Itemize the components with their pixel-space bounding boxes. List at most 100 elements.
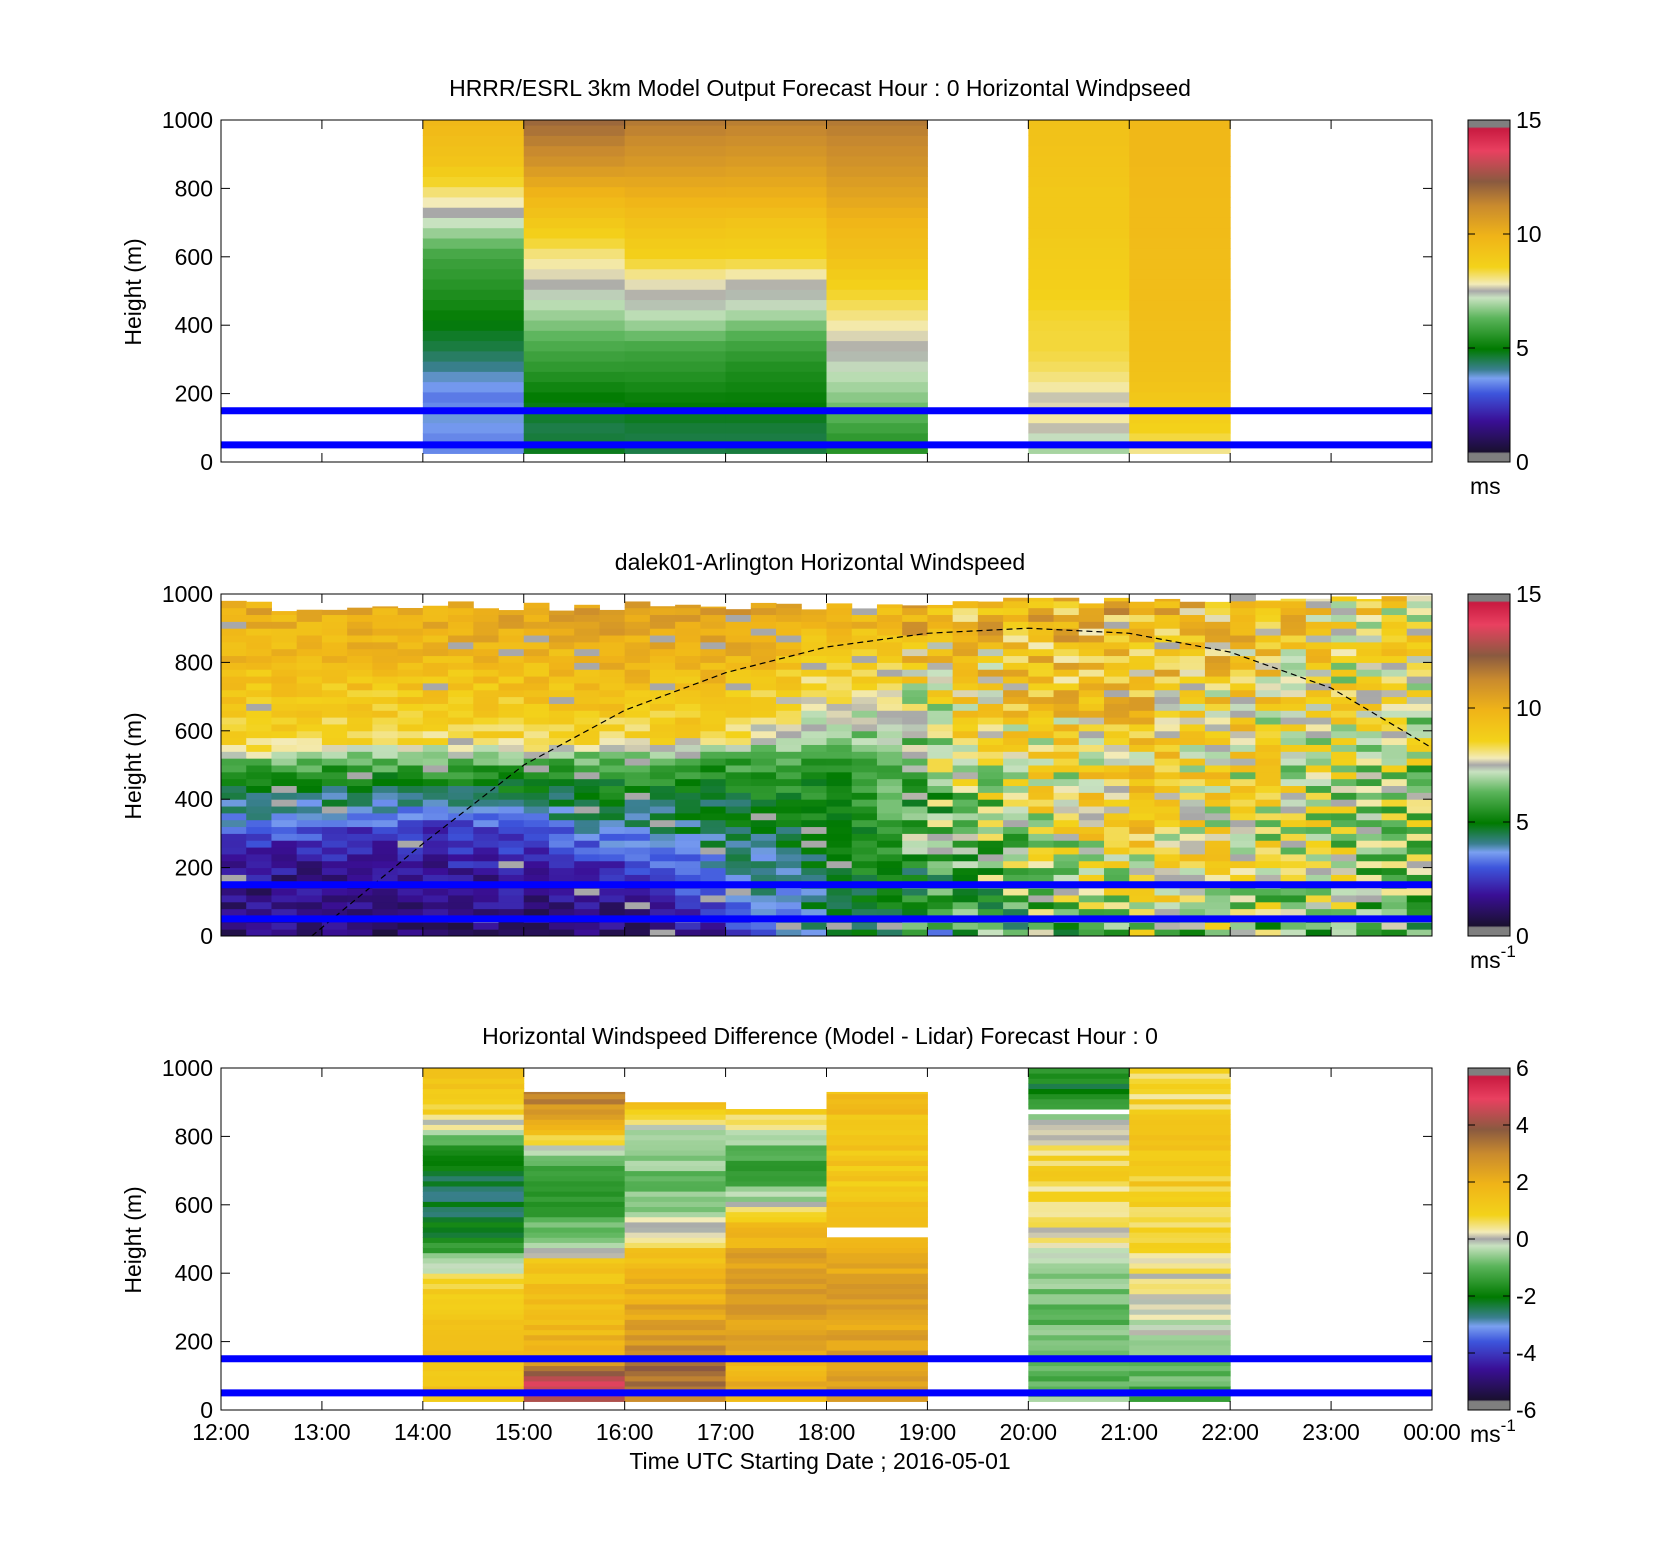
heatmap-cell bbox=[1356, 888, 1383, 896]
heatmap-cell bbox=[271, 894, 298, 903]
heatmap-cell bbox=[826, 682, 853, 691]
heatmap-cell bbox=[1204, 669, 1231, 677]
heatmap-cell bbox=[801, 778, 827, 787]
heatmap-cell bbox=[1255, 600, 1282, 602]
heatmap-cell bbox=[725, 833, 752, 841]
heatmap-cell bbox=[1305, 655, 1332, 663]
heatmap-cell bbox=[1028, 1180, 1130, 1187]
heatmap-cell bbox=[649, 826, 676, 834]
heatmap-cell bbox=[649, 669, 676, 677]
heatmap-cell bbox=[725, 723, 752, 732]
heatmap-cell bbox=[422, 771, 449, 780]
heatmap-cell bbox=[523, 1319, 626, 1325]
heatmap-cell bbox=[397, 744, 424, 752]
heatmap-cell bbox=[1154, 682, 1181, 691]
heatmap-cell bbox=[1179, 710, 1206, 718]
heatmap-cell bbox=[296, 662, 323, 670]
heatmap-cell bbox=[1129, 422, 1231, 434]
heatmap-cell bbox=[1255, 696, 1282, 704]
heatmap-cell bbox=[221, 621, 247, 629]
heatmap-cell bbox=[725, 1278, 827, 1284]
heatmap-cell bbox=[1406, 901, 1433, 910]
heatmap-cell bbox=[1129, 1206, 1231, 1213]
heatmap-cell bbox=[1230, 703, 1256, 711]
heatmap-cell bbox=[1028, 778, 1055, 787]
heatmap-cell bbox=[271, 799, 298, 807]
heatmap-cell bbox=[1028, 806, 1055, 814]
heatmap-cell bbox=[902, 730, 928, 739]
heatmap-cell bbox=[624, 628, 651, 636]
heatmap-cell bbox=[1028, 765, 1055, 773]
heatmap-cell bbox=[1331, 744, 1357, 752]
heatmap-cell bbox=[599, 819, 626, 828]
heatmap-cell bbox=[599, 874, 626, 882]
heatmap-cell bbox=[927, 847, 954, 855]
heatmap-cell bbox=[977, 765, 1004, 773]
heatmap-cell bbox=[624, 166, 727, 177]
panel-model: HRRR/ESRL 3km Model Output Forecast Hour… bbox=[120, 75, 1542, 499]
heatmap-cell bbox=[1204, 689, 1231, 698]
heatmap-cell bbox=[473, 730, 500, 739]
heatmap-cell bbox=[397, 648, 424, 657]
heatmap-cell bbox=[523, 412, 626, 424]
heatmap-cell bbox=[1204, 929, 1231, 937]
heatmap-cell bbox=[1280, 689, 1307, 698]
heatmap-cell bbox=[675, 614, 701, 622]
heatmap-cell bbox=[1280, 655, 1307, 663]
heatmap-cell bbox=[448, 792, 474, 800]
heatmap-cell bbox=[448, 833, 474, 841]
heatmap-cell bbox=[624, 279, 727, 290]
heatmap-cell bbox=[1280, 717, 1307, 725]
heatmap-cell bbox=[246, 676, 272, 684]
heatmap-cell bbox=[1078, 744, 1105, 752]
heatmap-cell bbox=[776, 929, 802, 937]
heatmap-cell bbox=[826, 227, 928, 239]
heatmap-cell bbox=[1331, 758, 1357, 766]
heatmap-cell bbox=[296, 922, 323, 930]
heatmap-cell bbox=[700, 655, 727, 663]
heatmap-cell bbox=[498, 689, 525, 698]
heatmap-cell bbox=[826, 744, 853, 752]
heatmap-cell bbox=[1129, 751, 1155, 759]
y-tick-label: 200 bbox=[175, 381, 213, 407]
heatmap-cell bbox=[1230, 682, 1256, 691]
heatmap-cell bbox=[473, 696, 500, 704]
heatmap-cell bbox=[826, 135, 928, 147]
heatmap-cell bbox=[1028, 1139, 1130, 1146]
heatmap-cell bbox=[448, 826, 474, 834]
heatmap-cell bbox=[876, 648, 903, 657]
heatmap-cell bbox=[649, 641, 676, 650]
heatmap-cell bbox=[977, 778, 1004, 787]
heatmap-cell bbox=[1280, 628, 1307, 636]
heatmap-cell bbox=[1305, 908, 1332, 916]
heatmap-cell bbox=[574, 621, 600, 629]
heatmap-cell bbox=[1331, 888, 1357, 896]
heatmap-cell bbox=[624, 806, 651, 814]
heatmap-cell bbox=[296, 833, 323, 841]
heatmap-cell bbox=[523, 792, 550, 800]
heatmap-cell bbox=[221, 676, 247, 684]
heatmap-cell bbox=[851, 621, 878, 629]
heatmap-cell bbox=[826, 176, 928, 188]
heatmap-cell bbox=[725, 1273, 827, 1279]
heatmap-cell bbox=[1356, 599, 1383, 602]
heatmap-cell bbox=[624, 1124, 727, 1131]
heatmap-cell bbox=[1078, 826, 1105, 834]
heatmap-cell bbox=[700, 799, 727, 807]
heatmap-cell bbox=[624, 1350, 727, 1356]
heatmap-cell bbox=[725, 1237, 827, 1243]
heatmap-cell bbox=[599, 901, 626, 910]
heatmap-cell bbox=[296, 717, 323, 725]
heatmap-cell bbox=[397, 723, 424, 732]
heatmap-cell bbox=[1129, 894, 1155, 903]
heatmap-cell bbox=[725, 422, 827, 434]
heatmap-cell bbox=[422, 350, 525, 362]
heatmap-cell bbox=[271, 929, 298, 937]
heatmap-cell bbox=[1028, 1068, 1130, 1074]
heatmap-cell bbox=[246, 744, 272, 752]
heatmap-cell bbox=[1003, 635, 1029, 643]
heatmap-cell bbox=[624, 641, 651, 650]
heatmap-cell bbox=[1255, 730, 1282, 739]
heatmap-cell bbox=[851, 771, 878, 780]
heatmap-cell bbox=[725, 689, 752, 698]
